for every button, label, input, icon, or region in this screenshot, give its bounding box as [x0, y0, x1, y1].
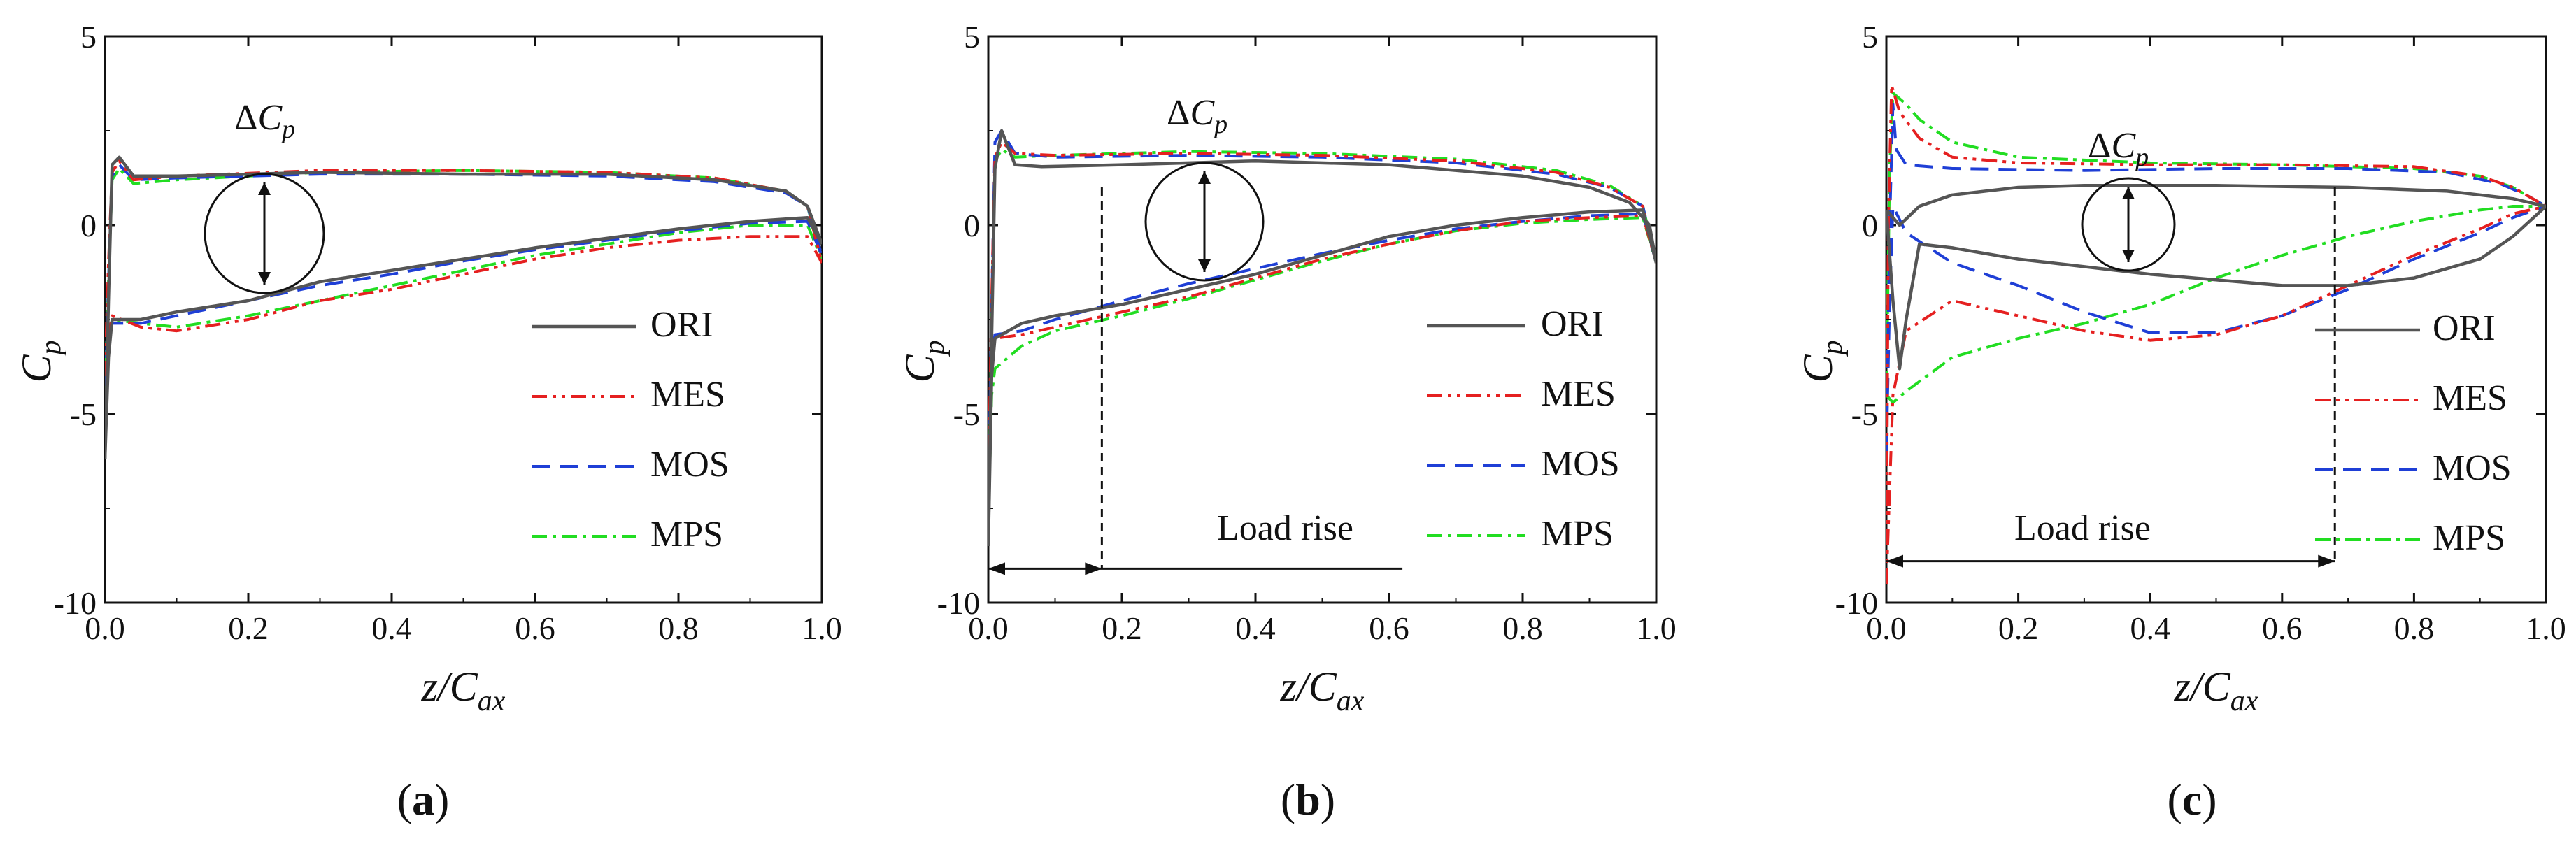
- x-tick-label: 1.0: [1636, 610, 1677, 646]
- y-tick-label: -10: [937, 585, 980, 621]
- series-line-ori-lower: [1886, 205, 2546, 371]
- legend-label-mos: MOS: [1541, 444, 1620, 484]
- series-line-mos-upper: [1886, 103, 2546, 452]
- delta-cp-arrowhead-down: [2122, 250, 2135, 262]
- chart-panel-a: 0.0 0.2 0.4 0.6 0.8 1.0 5 0 -5 -10 z/Cax Cp ΔCp ORI ME…: [13, 19, 842, 824]
- chart-panel-b: 0.0 0.2 0.4 0.6 0.8 1.0 5 0 -5 -10 z/Cax Cp ΔCp Load …: [897, 19, 1677, 824]
- load-rise-label: Load rise: [2014, 508, 2151, 548]
- series-line-ori-upper: [1886, 184, 2546, 227]
- series-group: [988, 129, 1656, 547]
- delta-cp-arrowhead-up: [258, 182, 271, 195]
- legend-label-ori: ORI: [2433, 308, 2496, 348]
- legend-label-mps: MPS: [2433, 518, 2505, 558]
- y-tick-label: 0: [1862, 208, 1878, 243]
- delta-cp-circle: [204, 173, 325, 294]
- x-tick-label: 0.0: [968, 610, 1009, 646]
- panel-label: (b): [1281, 775, 1335, 824]
- series-line-mes-upper: [988, 141, 1656, 490]
- delta-cp-label: ΔCp: [1167, 93, 1227, 139]
- load-rise-arrowhead-right: [2318, 554, 2335, 568]
- y-axis-label: Cp: [897, 340, 951, 382]
- series-line-ori-lower: [988, 208, 1656, 547]
- x-tick-label: 0.4: [2130, 610, 2170, 646]
- x-tick-label: 0.2: [1102, 610, 1142, 646]
- delta-cp-arrowhead-up: [2122, 187, 2135, 199]
- legend-label-mos: MOS: [2433, 448, 2512, 488]
- delta-cp-circle: [1144, 162, 1265, 282]
- x-tick-label: 0.2: [228, 610, 269, 646]
- series-line-mos-upper: [988, 129, 1656, 509]
- load-rise-arrowhead-left: [988, 562, 1005, 575]
- x-tick-label: 0.4: [371, 610, 412, 646]
- series-line-ori-lower: [105, 215, 822, 459]
- y-tick-label: 0: [80, 208, 97, 243]
- x-tick-label: 0.8: [658, 610, 699, 646]
- series-line-mps-upper: [1886, 92, 2546, 396]
- series-line-mos-lower: [105, 220, 822, 415]
- x-tick-label: 0.6: [515, 610, 555, 646]
- series-line-mes-upper: [105, 159, 822, 377]
- panel-label: (c): [2167, 775, 2216, 824]
- legend-label-mes: MES: [1541, 374, 1616, 414]
- y-tick-label: -10: [1835, 585, 1878, 621]
- x-tick-label: 0.0: [1866, 610, 1907, 646]
- x-axis-label: z/Cax: [421, 664, 506, 717]
- x-tick-label: 0.6: [1369, 610, 1409, 646]
- panel-label: (a): [397, 775, 450, 824]
- series-line-mes-lower: [988, 214, 1656, 490]
- y-tick-label: 0: [964, 208, 980, 243]
- y-tick-label: -10: [54, 585, 97, 621]
- series-line-mos-lower: [1886, 205, 2546, 452]
- delta-cp-arrowhead-down: [258, 272, 271, 285]
- x-tick-label: 1.0: [2526, 610, 2566, 646]
- x-tick-label: 0.0: [85, 610, 125, 646]
- series-line-mps-lower: [988, 216, 1656, 528]
- series-line-mps-lower: [1886, 205, 2546, 404]
- y-axis-label: Cp: [1795, 340, 1849, 382]
- series-line-mps-upper: [105, 167, 822, 396]
- legend-label-ori: ORI: [1541, 304, 1604, 344]
- y-tick-label: 5: [80, 19, 97, 55]
- y-tick-label: 5: [964, 19, 980, 55]
- series-group: [1886, 84, 2546, 585]
- x-tick-label: 0.6: [2262, 610, 2303, 646]
- y-tick-label: 5: [1862, 19, 1878, 55]
- series-group: [105, 155, 822, 459]
- legend-label-mes: MES: [2433, 378, 2507, 418]
- y-axis-label: Cp: [13, 340, 67, 382]
- load-rise-label: Load rise: [1217, 508, 1353, 548]
- chart-panel-c: 0.0 0.2 0.4 0.6 0.8 1.0 5 0 -5 -10 z/Cax Cp ΔCp Load …: [1795, 19, 2566, 824]
- legend-label-mes: MES: [650, 375, 725, 415]
- legend-label-ori: ORI: [650, 305, 713, 345]
- x-tick-label: 1.0: [802, 610, 842, 646]
- y-tick-label: -5: [70, 396, 97, 432]
- y-tick-label: -5: [953, 396, 980, 432]
- legend-label-mps: MPS: [650, 515, 723, 554]
- x-tick-label: 0.8: [1502, 610, 1543, 646]
- delta-cp-arrowhead-down: [1198, 259, 1211, 272]
- x-tick-label: 0.2: [1998, 610, 2039, 646]
- load-rise-arrowhead-right: [1085, 562, 1102, 575]
- load-rise-arrowhead-left: [1886, 554, 1903, 568]
- series-line-ori-upper: [988, 129, 1656, 547]
- y-tick-label: -5: [1851, 396, 1878, 432]
- x-axis-label: z/Cax: [2174, 664, 2258, 717]
- x-tick-label: 0.4: [1235, 610, 1276, 646]
- series-line-ori-upper: [105, 155, 822, 459]
- series-line-mps-lower: [105, 224, 822, 396]
- x-axis-label: z/Cax: [1280, 664, 1365, 717]
- x-tick-label: 0.8: [2394, 610, 2435, 646]
- delta-cp-label: ΔCp: [2088, 126, 2149, 172]
- legend-label-mps: MPS: [1541, 514, 1614, 554]
- delta-cp-circle: [2081, 177, 2176, 272]
- delta-cp-label: ΔCp: [234, 98, 295, 144]
- legend-label-mos: MOS: [650, 445, 730, 485]
- delta-cp-arrowhead-up: [1198, 171, 1211, 184]
